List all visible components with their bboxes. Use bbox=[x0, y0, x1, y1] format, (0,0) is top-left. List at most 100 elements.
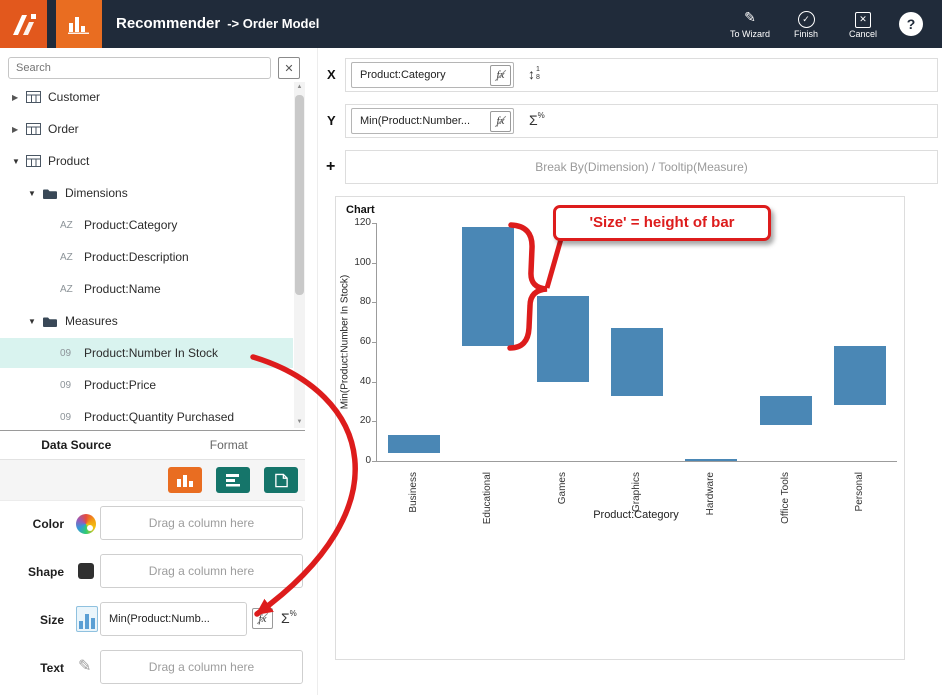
tree-item-label: Product:Description bbox=[84, 250, 189, 264]
breadcrumb: -> Order Model bbox=[227, 16, 319, 31]
y-tick-label: 100 bbox=[339, 257, 371, 268]
x-axis-value: Product:Category bbox=[360, 69, 490, 81]
tree-item-measures[interactable]: ▼ Measures bbox=[0, 306, 293, 336]
flip-layout-button[interactable] bbox=[264, 467, 298, 493]
tree-item-product-number-in-stock[interactable]: 09 Product:Number In Stock bbox=[0, 338, 293, 368]
y-tick-label: 120 bbox=[339, 217, 371, 228]
help-button[interactable]: ? bbox=[899, 12, 923, 36]
y-tick-mark bbox=[372, 342, 377, 343]
text-type-icon: AZ bbox=[60, 220, 84, 231]
size-aggregation-button[interactable]: Σ% bbox=[281, 611, 297, 625]
text-type-icon: AZ bbox=[60, 284, 84, 295]
bar-chart-icon bbox=[68, 14, 90, 34]
scrollbar-thumb[interactable] bbox=[295, 95, 304, 295]
percent-icon: % bbox=[538, 112, 545, 120]
sort-arrows-icon: ↕ bbox=[528, 67, 535, 81]
tree-item-product-name[interactable]: AZ Product:Name bbox=[0, 274, 293, 304]
chart-bar-educational bbox=[462, 227, 514, 346]
histogram-icon bbox=[76, 606, 98, 632]
tree-item-product[interactable]: ▼ Product bbox=[0, 146, 293, 176]
y-tick-mark bbox=[372, 302, 377, 303]
tab-data-source[interactable]: Data Source bbox=[0, 431, 153, 459]
tree-item-label: Product:Name bbox=[84, 282, 161, 296]
finish-button[interactable]: ✓ Finish bbox=[784, 8, 828, 39]
close-square-icon: ✕ bbox=[855, 12, 871, 28]
app-title-text: Recommender bbox=[116, 15, 220, 32]
x-tick-label: Personal bbox=[854, 467, 866, 485]
x-formula-button[interactable]: fx bbox=[490, 65, 511, 86]
caret-right-icon[interactable]: ▶ bbox=[12, 125, 26, 134]
search-input[interactable] bbox=[8, 57, 271, 79]
x-tick-label: Graphics bbox=[631, 467, 643, 485]
shape-drop-zone[interactable]: Drag a column here bbox=[100, 554, 303, 588]
text-drop-zone[interactable]: Drag a column here bbox=[100, 650, 303, 684]
caret-right-icon[interactable]: ▶ bbox=[12, 93, 26, 102]
color-drop-zone[interactable]: Drag a column here bbox=[100, 506, 303, 540]
tree-item-dimensions[interactable]: ▼ Dimensions bbox=[0, 178, 293, 208]
size-field-label: Size bbox=[0, 613, 64, 627]
x-axis-input[interactable]: Product:Category fx bbox=[351, 62, 514, 88]
number-type-icon: 09 bbox=[60, 412, 84, 423]
chart-view-button[interactable] bbox=[56, 0, 102, 48]
y-tick-mark bbox=[372, 223, 377, 224]
y-tick-label: 40 bbox=[339, 376, 371, 387]
sidebar-tabs: Data Source Format bbox=[0, 430, 305, 460]
to-wizard-button[interactable]: ✎ To Wizard bbox=[722, 8, 778, 39]
tree-item-order[interactable]: ▶ Order bbox=[0, 114, 293, 144]
swap-axes-button[interactable] bbox=[216, 467, 250, 493]
tree-item-product-price[interactable]: 09 Product:Price bbox=[0, 370, 293, 400]
percent-icon: % bbox=[290, 610, 297, 618]
tree-item-product-description[interactable]: AZ Product:Description bbox=[0, 242, 293, 272]
x-tick-label: Educational bbox=[482, 467, 494, 485]
sort-top-digit: 1 bbox=[536, 66, 540, 74]
tree-item-label: Measures bbox=[65, 314, 118, 328]
annotation-callout: 'Size' = height of bar bbox=[553, 205, 771, 241]
x-tick-label: Office Tools bbox=[780, 467, 792, 485]
columns-icon bbox=[176, 473, 194, 488]
color-field-label: Color bbox=[0, 517, 64, 531]
tree-item-label: Product:Number In Stock bbox=[84, 346, 218, 360]
shape-icon bbox=[78, 563, 94, 579]
caret-down-icon[interactable]: ▼ bbox=[12, 157, 26, 166]
tree-item-product-quantity-purchased[interactable]: 09 Product:Quantity Purchased bbox=[0, 402, 293, 432]
scroll-down-icon[interactable]: ▼ bbox=[294, 417, 305, 428]
pencil-icon: ✎ bbox=[78, 656, 91, 676]
y-tick-label: 80 bbox=[339, 296, 371, 307]
size-drop-zone[interactable]: Min(Product:Numb... bbox=[100, 602, 247, 636]
y-tick-label: 60 bbox=[339, 336, 371, 347]
app-logo[interactable] bbox=[0, 0, 47, 48]
check-circle-icon: ✓ bbox=[798, 11, 815, 28]
caret-down-icon[interactable]: ▼ bbox=[28, 317, 42, 326]
search-clear-button[interactable]: ✕ bbox=[278, 57, 300, 79]
tree-item-product-category[interactable]: AZ Product:Category bbox=[0, 210, 293, 240]
y-tick-label: 20 bbox=[339, 415, 371, 426]
tree-item-label: Product:Price bbox=[84, 378, 156, 392]
folder-icon bbox=[42, 315, 58, 328]
chart-bar-personal bbox=[834, 346, 886, 406]
y-aggregation-button[interactable]: Σ% bbox=[529, 113, 545, 127]
tab-format[interactable]: Format bbox=[153, 431, 306, 459]
scroll-up-icon[interactable]: ▲ bbox=[294, 82, 305, 93]
break-by-row[interactable]: Break By(Dimension) / Tooltip(Measure) bbox=[345, 150, 938, 184]
chart-bar-graphics bbox=[611, 328, 663, 395]
tree-item-label: Product:Quantity Purchased bbox=[84, 410, 234, 424]
y-formula-button[interactable]: fx bbox=[490, 111, 511, 132]
tree-item-label: Dimensions bbox=[65, 186, 128, 200]
tree-item-customer[interactable]: ▶ Customer bbox=[0, 82, 293, 112]
x-axis-title: Product:Category bbox=[376, 509, 896, 521]
table-icon bbox=[26, 91, 41, 103]
bar-chart-type-button[interactable] bbox=[168, 467, 202, 493]
pencil-icon: ✎ bbox=[722, 8, 778, 26]
sort-order-button[interactable]: ↕ 18 bbox=[528, 66, 540, 82]
tree-scrollbar[interactable]: ▲ ▼ bbox=[294, 82, 305, 428]
text-type-icon: AZ bbox=[60, 252, 84, 263]
size-formula-button[interactable]: fx bbox=[252, 608, 273, 629]
page-flip-icon bbox=[274, 473, 289, 488]
y-axis-input[interactable]: Min(Product:Number... fx bbox=[351, 108, 514, 134]
sort-bottom-digit: 8 bbox=[536, 74, 540, 82]
caret-down-icon[interactable]: ▼ bbox=[28, 189, 42, 198]
size-field-value: Min(Product:Numb... bbox=[109, 613, 242, 625]
cancel-button[interactable]: ✕ Cancel bbox=[840, 8, 886, 39]
sigma-icon: Σ bbox=[529, 113, 538, 127]
table-icon bbox=[26, 123, 41, 135]
